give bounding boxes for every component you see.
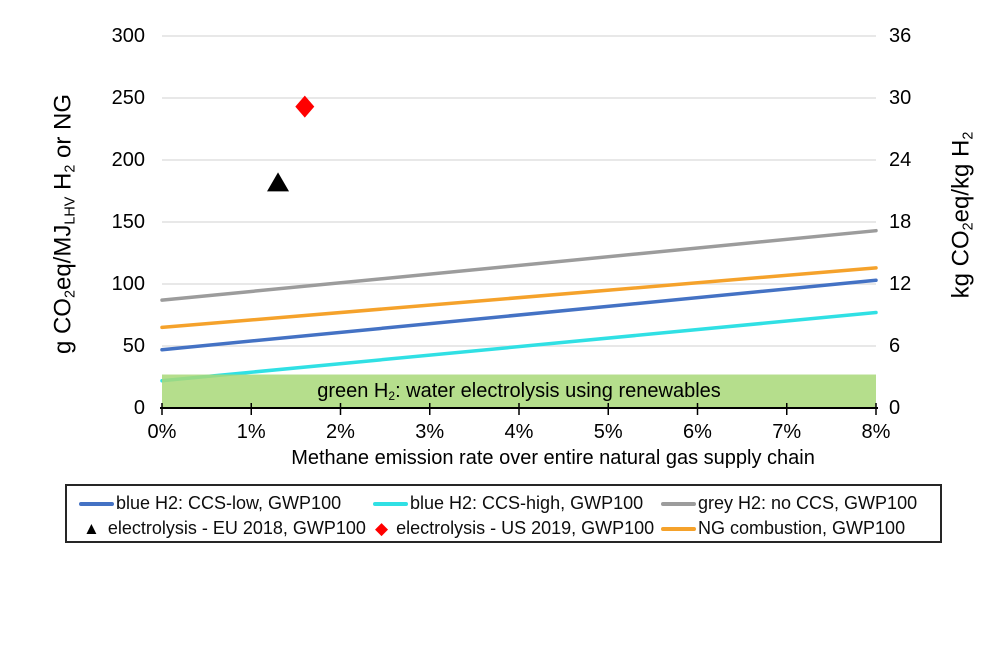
legend-item-electrolysis-us-2019: ◆ electrolysis - US 2019, GWP100 (375, 515, 654, 542)
legend-item-blue-h2-ccs-low: blue H2: CCS-low, GWP100 (79, 490, 341, 517)
triangle-marker (267, 172, 290, 192)
legend-item-label: blue H2: CCS-high, GWP100 (410, 493, 644, 513)
y-left-title-text: g CO (49, 298, 77, 355)
y-left-title-text: H (49, 172, 77, 197)
y-axis-right-title: kg CO2eq/kg H2 (948, 132, 977, 299)
legend-item-ng-combustion: NG combustion, GWP100 (661, 515, 905, 542)
diamond-marker-icon: ◆ (375, 519, 389, 538)
band-label-text: green H (317, 380, 389, 402)
y-left-title-text: eq/MJ (49, 224, 77, 291)
y-left-title-sub: LHV (62, 196, 79, 225)
x-axis-title: Methane emission rate over entire natura… (291, 447, 815, 469)
legend-item-label: blue H2: CCS-low, GWP100 (116, 493, 342, 513)
legend-item-grey-h2-no-ccs: grey H2: no CCS, GWP100 (661, 490, 917, 517)
y-left-title-sub: 2 (62, 290, 79, 299)
line-swatch-icon (79, 501, 114, 506)
green-band (162, 374, 876, 408)
series-line (160, 228, 878, 302)
series-line (160, 278, 878, 352)
line-swatch-icon (661, 526, 696, 531)
triangle-marker-icon: ▲ (83, 519, 100, 538)
y-left-title-sub: 2 (62, 164, 79, 173)
legend-item-label: NG combustion, GWP100 (698, 518, 906, 538)
green-band-label: green H2: water electrolysis using renew… (162, 379, 876, 409)
line-swatch-icon (373, 501, 408, 506)
y-axis-left-title: g CO2eq/MJLHV H2 or NG (50, 94, 79, 354)
legend-item-label: grey H2: no CCS, GWP100 (698, 493, 918, 513)
series-line (160, 310, 878, 383)
legend-item-label: electrolysis - US 2019, GWP100 (396, 518, 655, 538)
diamond-marker (295, 95, 315, 118)
legend-item-blue-h2-ccs-high: blue H2: CCS-high, GWP100 (373, 490, 643, 517)
band-label-text: : water electrolysis using renewables (395, 380, 721, 402)
band-label-sub: 2 (388, 389, 396, 403)
line-swatch-icon (661, 501, 696, 506)
legend-item-electrolysis-eu-2018: ▲ electrolysis - EU 2018, GWP100 (83, 515, 366, 542)
series-line (160, 266, 878, 330)
y-right-title-text: kg CO (947, 230, 975, 299)
y-right-title-text: eq/kg H (947, 139, 975, 223)
y-right-title-sub: 2 (960, 131, 977, 140)
legend-item-label: electrolysis - EU 2018, GWP100 (107, 518, 366, 538)
legend: blue H2: CCS-low, GWP100 blue H2: CCS-hi… (65, 484, 942, 543)
y-right-title-sub: 2 (960, 222, 977, 231)
y-left-title-text: or NG (49, 93, 77, 165)
